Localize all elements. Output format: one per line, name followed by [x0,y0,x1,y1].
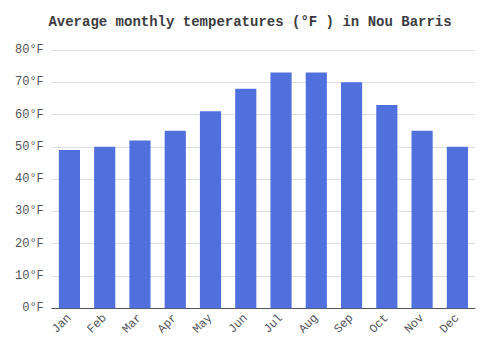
svg-text:0°F: 0°F [22,301,44,315]
svg-text:80°F: 80°F [15,43,44,57]
svg-text:Aug: Aug [296,311,321,336]
svg-text:20°F: 20°F [15,237,44,251]
svg-text:May: May [190,311,215,336]
svg-text:30°F: 30°F [15,204,44,218]
svg-text:Jun: Jun [226,311,251,336]
svg-text:Mar: Mar [120,311,145,336]
svg-text:Apr: Apr [155,311,180,336]
svg-text:Nov: Nov [402,311,427,336]
svg-text:10°F: 10°F [15,269,44,283]
svg-text:40°F: 40°F [15,172,44,186]
svg-text:Oct: Oct [367,311,392,336]
svg-text:60°F: 60°F [15,108,44,122]
svg-text:50°F: 50°F [15,140,44,154]
svg-text:Dec: Dec [437,311,462,336]
svg-text:Jul: Jul [261,311,286,336]
svg-text:70°F: 70°F [15,75,44,89]
svg-text:Sep: Sep [331,311,356,336]
svg-text:Jan: Jan [49,311,74,336]
svg-text:Average monthly temperatures (: Average monthly temperatures (°F ) in No… [48,14,451,30]
svg-text:Feb: Feb [84,311,109,336]
